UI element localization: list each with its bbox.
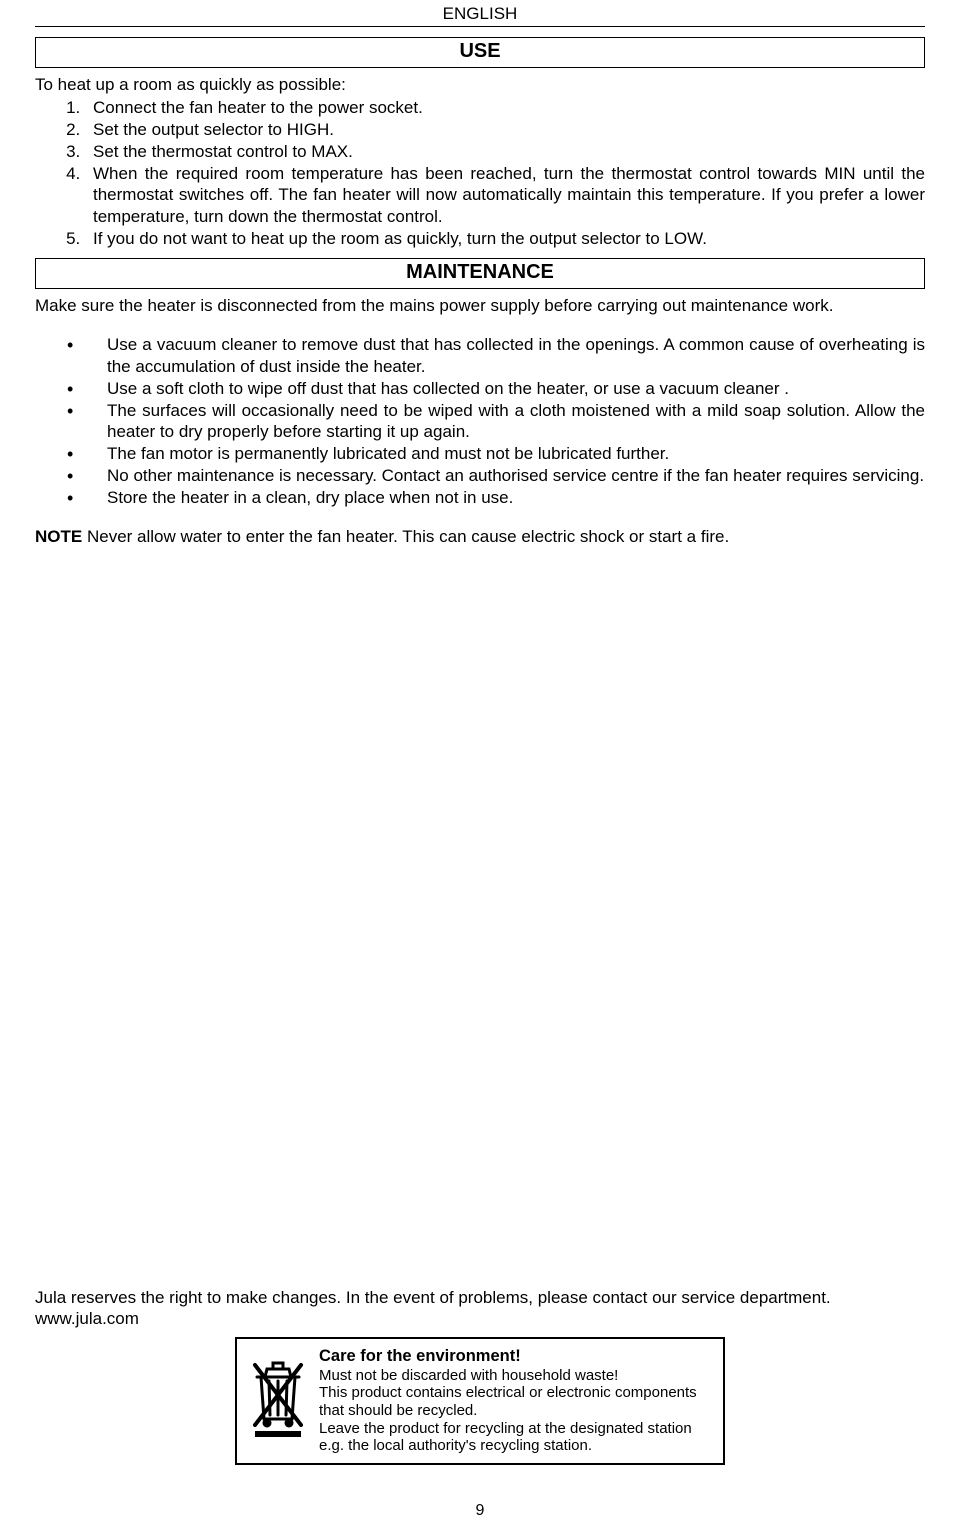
footer-disclaimer: Jula reserves the right to make changes.… bbox=[35, 1287, 925, 1309]
care-line: Must not be discarded with household was… bbox=[319, 1367, 713, 1385]
footer-website: www.jula.com bbox=[35, 1308, 925, 1330]
note-label: NOTE bbox=[35, 527, 82, 546]
note-text: Never allow water to enter the fan heate… bbox=[87, 527, 729, 546]
use-step: Set the output selector to HIGH. bbox=[85, 119, 925, 141]
document-page: ENGLISH USE To heat up a room as quickly… bbox=[0, 0, 960, 1530]
use-step: If you do not want to heat up the room a… bbox=[85, 228, 925, 250]
care-environment-box: Care for the environment! Must not be di… bbox=[235, 1337, 725, 1465]
page-number: 9 bbox=[0, 1502, 960, 1520]
maintenance-bullet-list: Use a vacuum cleaner to remove dust that… bbox=[35, 334, 925, 508]
footer-text-block: Jula reserves the right to make changes.… bbox=[35, 1287, 925, 1331]
care-line: This product contains electrical or elec… bbox=[319, 1384, 713, 1419]
section-heading-maintenance: MAINTENANCE bbox=[35, 258, 925, 289]
maintenance-bullet: No other maintenance is necessary. Conta… bbox=[67, 465, 925, 487]
maintenance-bullet: Use a vacuum cleaner to remove dust that… bbox=[67, 334, 925, 378]
maintenance-bullet: Use a soft cloth to wipe off dust that h… bbox=[67, 378, 925, 400]
care-line: Leave the product for recycling at the d… bbox=[319, 1420, 713, 1455]
use-step: Set the thermostat control to MAX. bbox=[85, 141, 925, 163]
maintenance-bullet: Store the heater in a clean, dry place w… bbox=[67, 487, 925, 509]
maintenance-bullet: The fan motor is permanently lubricated … bbox=[67, 443, 925, 465]
page-language-header: ENGLISH bbox=[35, 0, 925, 27]
section-heading-use: USE bbox=[35, 37, 925, 68]
use-intro-text: To heat up a room as quickly as possible… bbox=[35, 74, 925, 95]
maintenance-bullet: The surfaces will occasionally need to b… bbox=[67, 400, 925, 444]
use-step: When the required room temperature has b… bbox=[85, 163, 925, 228]
care-text-block: Care for the environment! Must not be di… bbox=[319, 1347, 713, 1455]
weee-bin-icon bbox=[247, 1347, 309, 1439]
use-step: Connect the fan heater to the power sock… bbox=[85, 97, 925, 119]
maintenance-intro-text: Make sure the heater is disconnected fro… bbox=[35, 295, 925, 317]
care-title: Care for the environment! bbox=[319, 1347, 713, 1366]
maintenance-note: NOTE Never allow water to enter the fan … bbox=[35, 526, 925, 548]
use-steps-list: Connect the fan heater to the power sock… bbox=[35, 97, 925, 249]
